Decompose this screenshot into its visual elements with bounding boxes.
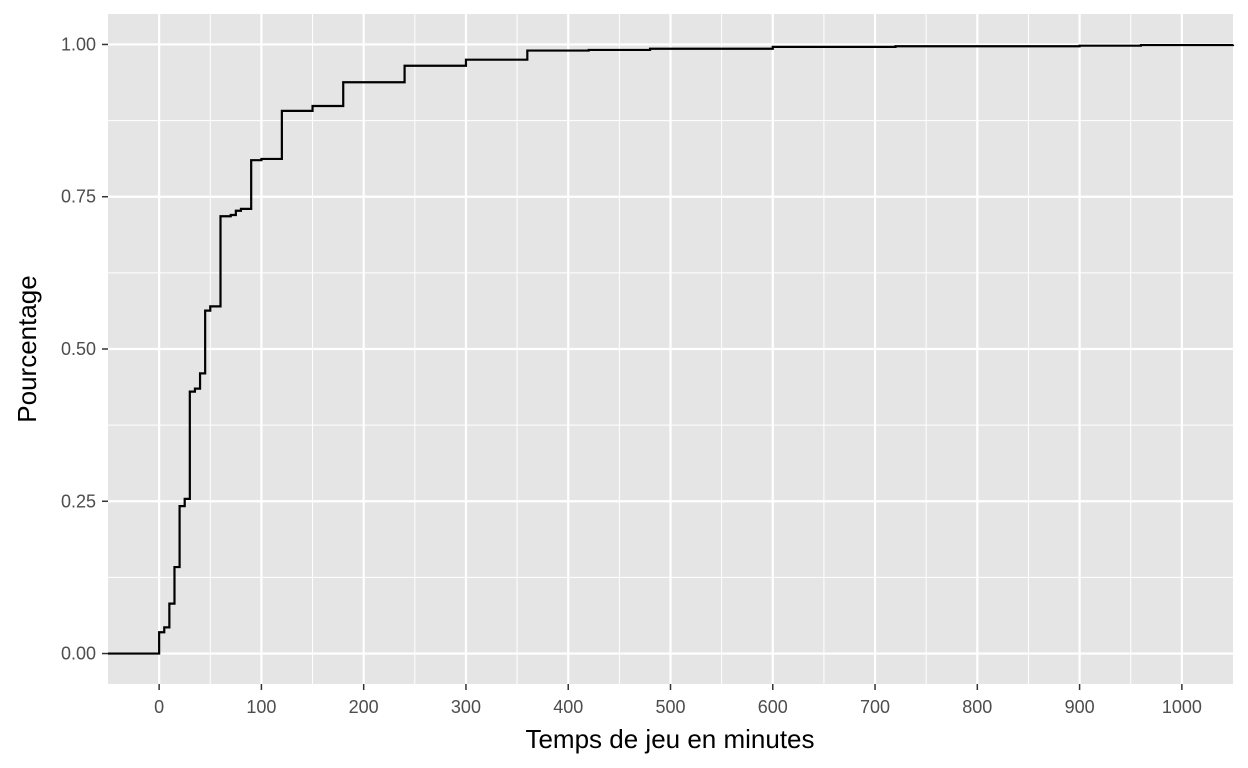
x-axis-title: Temps de jeu en minutes	[525, 724, 814, 754]
x-tick-label: 400	[553, 697, 583, 717]
y-tick-label: 0.00	[61, 644, 96, 664]
x-tick-label: 800	[962, 697, 992, 717]
cumulative-step-line	[108, 43, 1235, 655]
x-tick-label: 500	[655, 697, 685, 717]
y-tick-label: 1.00	[61, 34, 96, 54]
x-tick-label: 1000	[1162, 697, 1202, 717]
y-axis-title: Pourcentage	[12, 275, 42, 422]
y-tick-label: 0.50	[61, 339, 96, 359]
x-tick-label: 0	[154, 697, 164, 717]
y-tick-label: 0.75	[61, 187, 96, 207]
x-tick-label: 700	[860, 697, 890, 717]
major-gridlines	[108, 14, 1233, 684]
x-tick-label: 200	[349, 697, 379, 717]
y-axis-ticks: 0.00 0.25 0.50 0.75 1.00	[61, 34, 108, 664]
x-tick-label: 100	[246, 697, 276, 717]
x-axis-ticks: 0 100 200 300 400 500 600 700 800 900 1000	[154, 684, 1202, 717]
x-tick-label: 900	[1065, 697, 1095, 717]
x-tick-label: 300	[451, 697, 481, 717]
x-tick-label: 600	[758, 697, 788, 717]
y-tick-label: 0.25	[61, 491, 96, 511]
